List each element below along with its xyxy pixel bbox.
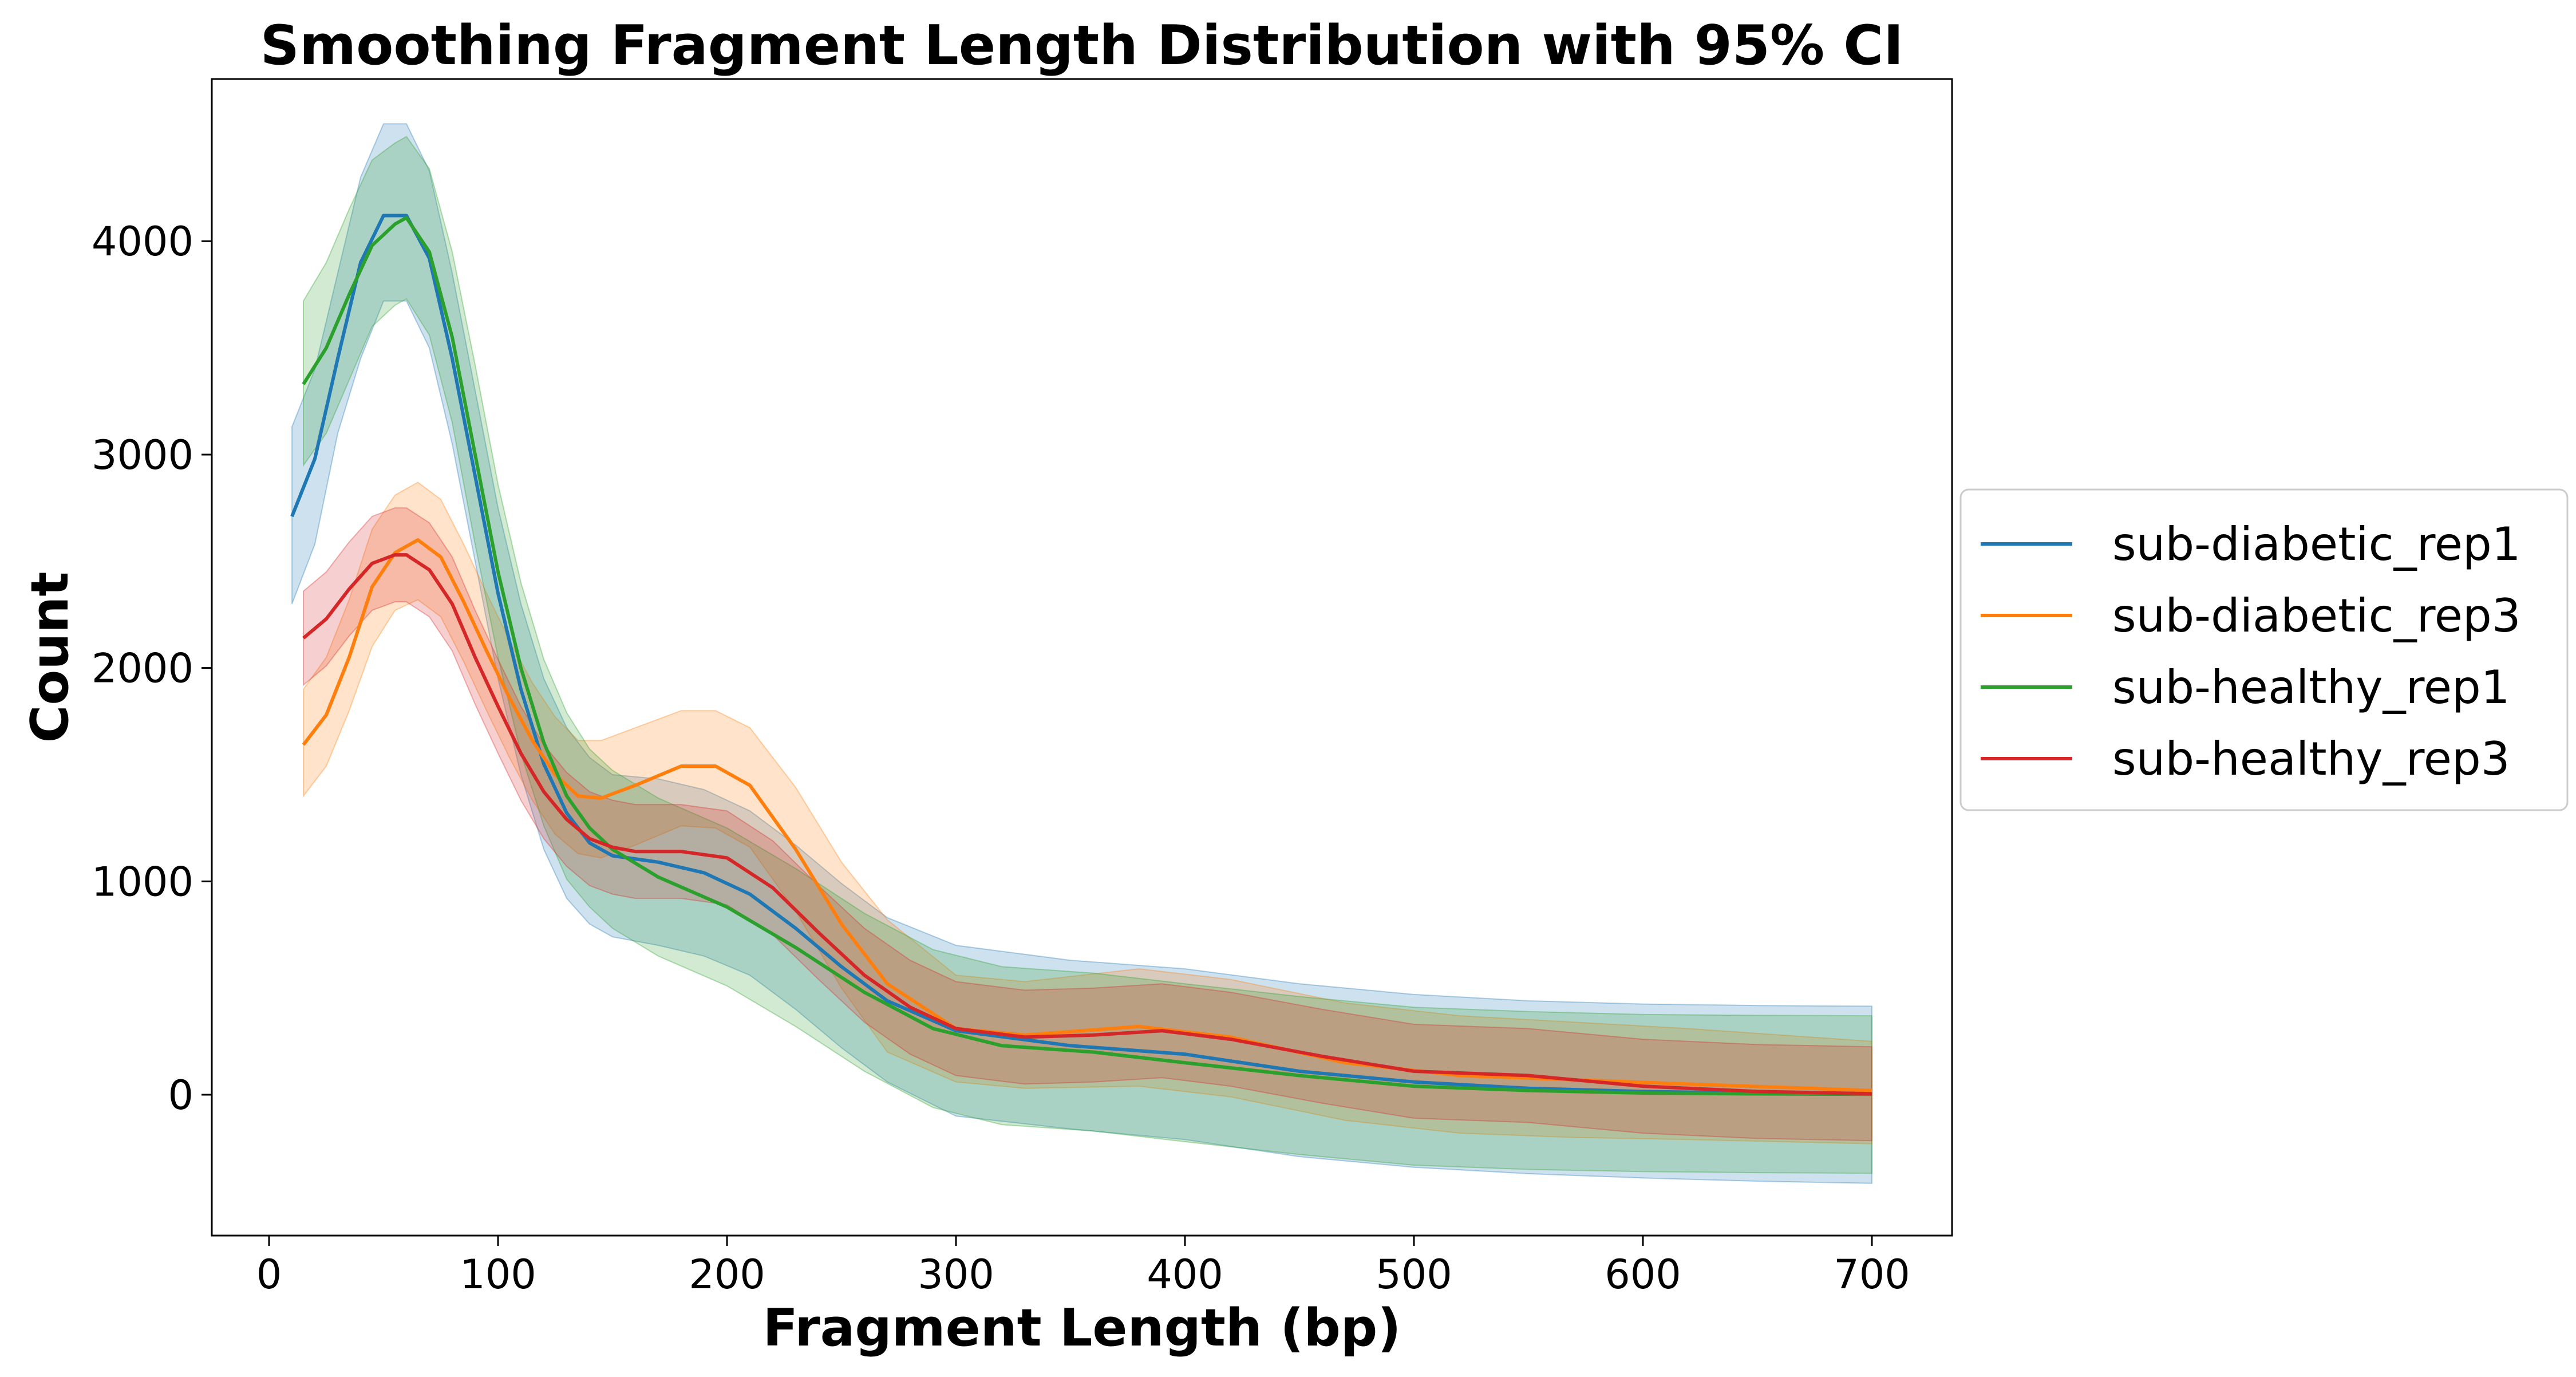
x-tick-label: 200	[689, 1251, 765, 1298]
ci-band-sub-diabetic_rep3	[303, 482, 1872, 1145]
legend-label: sub-healthy_rep3	[2112, 732, 2510, 786]
y-axis-label: Count	[20, 571, 80, 743]
y-tick-label: 1000	[92, 858, 193, 905]
x-tick-label: 500	[1376, 1251, 1452, 1298]
series-line-sub-healthy_rep1	[302, 216, 1872, 1096]
legend-label: sub-diabetic_rep1	[2112, 518, 2521, 571]
x-tick-label: 0	[256, 1251, 282, 1298]
y-tick-label: 0	[168, 1072, 193, 1119]
y-tick-label: 2000	[92, 645, 193, 692]
y-axis-ticks: 0 1000 2000 3000 4000	[92, 218, 212, 1119]
ci-band-sub-healthy_rep1	[303, 136, 1872, 1174]
x-axis-label: Fragment Length (bp)	[763, 1298, 1401, 1358]
confidence-bands	[291, 123, 1872, 1184]
legend-box	[1959, 488, 2569, 811]
series-lines	[290, 214, 1872, 1096]
legend-label: sub-diabetic_rep3	[2112, 589, 2521, 642]
y-tick-label: 3000	[92, 432, 193, 479]
chart-title: Smoothing Fragment Length Distribution w…	[260, 14, 1904, 77]
x-axis-ticks: 0 100 200 300 400 500 600 700	[256, 1236, 1910, 1298]
series-line-sub-healthy_rep3	[302, 553, 1872, 1096]
x-tick-label: 600	[1605, 1251, 1681, 1298]
x-tick-label: 100	[460, 1251, 536, 1298]
y-tick-label: 4000	[92, 218, 193, 265]
series-line-sub-diabetic_rep1	[290, 214, 1872, 1096]
x-tick-label: 300	[918, 1251, 994, 1298]
x-tick-label: 700	[1834, 1251, 1910, 1298]
legend: sub-diabetic_rep1 sub-diabetic_rep3 sub-he…	[1959, 488, 2569, 811]
legend-label: sub-healthy_rep1	[2112, 661, 2510, 714]
x-tick-label: 400	[1147, 1251, 1223, 1298]
plot-area-frame	[211, 78, 1953, 1237]
ci-band-sub-diabetic_rep1	[291, 123, 1872, 1184]
